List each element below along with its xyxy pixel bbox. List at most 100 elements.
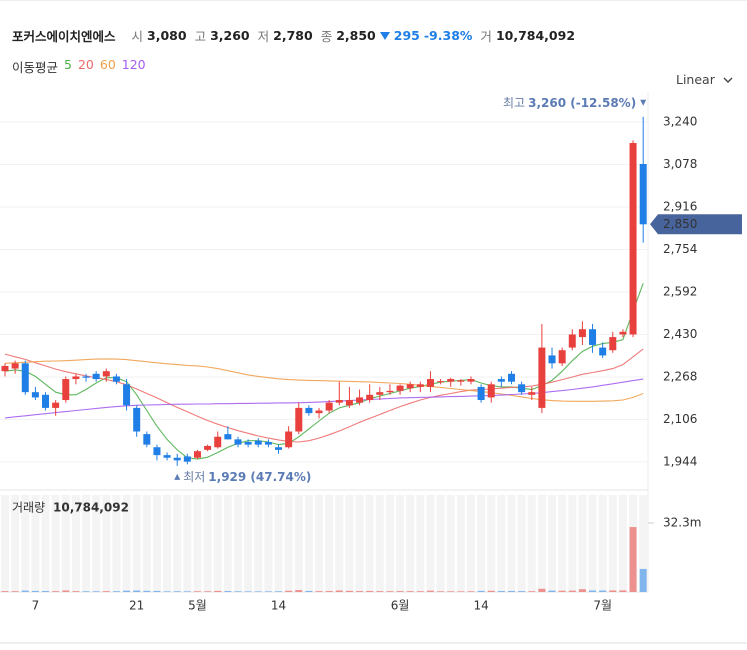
down-arrow bbox=[379, 32, 390, 40]
candle-body bbox=[52, 402, 60, 408]
volume-slot bbox=[598, 495, 607, 592]
candle-body bbox=[538, 347, 546, 408]
x-tick-label: 7 bbox=[32, 599, 40, 613]
volume-slot bbox=[497, 495, 506, 592]
volume-slot bbox=[578, 495, 587, 592]
candle-body bbox=[467, 379, 475, 382]
candle-body bbox=[376, 392, 384, 395]
candle-body bbox=[295, 407, 303, 432]
volume-bar bbox=[193, 591, 201, 592]
candle-body bbox=[487, 384, 495, 398]
low-label: 저 bbox=[257, 29, 270, 44]
volume-bar bbox=[619, 590, 627, 592]
volume-slot bbox=[304, 495, 313, 592]
volume-slot bbox=[375, 495, 384, 592]
ma-line bbox=[4, 348, 644, 443]
volume-bar bbox=[589, 590, 597, 592]
volume-slot bbox=[82, 495, 91, 592]
volume-bar bbox=[386, 591, 394, 592]
volume-slot bbox=[466, 495, 475, 592]
volume-bar bbox=[305, 590, 313, 592]
candle-body bbox=[62, 379, 70, 401]
volume-slot bbox=[335, 495, 344, 592]
candle-body bbox=[275, 447, 283, 450]
price-tag-label: 2,850 bbox=[663, 217, 697, 231]
volume-bar bbox=[153, 590, 161, 592]
volume-bar bbox=[548, 590, 556, 592]
high-annotation-value: 3,260 (-12.58%) bbox=[528, 95, 636, 109]
candle-body bbox=[204, 445, 212, 450]
volume-bar bbox=[31, 590, 39, 592]
volume-slot bbox=[568, 495, 577, 592]
candle-body bbox=[396, 385, 404, 391]
volume-slot bbox=[588, 495, 597, 592]
volume-bar bbox=[568, 590, 576, 592]
volume-bar bbox=[315, 591, 323, 592]
ma-label: 이동평균 bbox=[12, 60, 59, 75]
scale-label[interactable]: Linear bbox=[676, 72, 715, 87]
candle-body bbox=[497, 379, 505, 382]
volume-bar bbox=[497, 591, 505, 592]
volume-bar bbox=[487, 590, 495, 592]
volume-slot bbox=[193, 495, 202, 592]
volume-slot bbox=[11, 495, 20, 592]
volume-slot bbox=[203, 495, 212, 592]
volume-bar bbox=[629, 527, 637, 592]
volume-slot bbox=[517, 495, 526, 592]
volume-bar bbox=[1, 591, 9, 592]
candle-body bbox=[82, 376, 90, 378]
low-annotation-value: 1,929 (47.74%) bbox=[208, 469, 311, 483]
chevron[interactable] bbox=[723, 77, 733, 83]
volume-slot bbox=[396, 495, 405, 592]
scale-dropdown[interactable]: Linear bbox=[676, 72, 733, 87]
volume-slot bbox=[112, 495, 121, 592]
volume-bar bbox=[183, 591, 191, 592]
volume-bar bbox=[416, 591, 424, 592]
volume-bar bbox=[406, 591, 414, 592]
volume-bar bbox=[11, 591, 19, 592]
volume-slot bbox=[477, 495, 486, 592]
candle-body bbox=[345, 400, 353, 406]
volume-bar bbox=[143, 590, 151, 592]
volume-slot bbox=[436, 495, 445, 592]
volume-title-value: 10,784,092 bbox=[53, 501, 129, 515]
volume-bar bbox=[52, 591, 60, 592]
volume-slot bbox=[41, 495, 50, 592]
candle-body bbox=[305, 407, 313, 414]
volume-bar bbox=[609, 590, 617, 592]
candle-body bbox=[143, 434, 151, 445]
candle-body bbox=[153, 447, 161, 456]
volume-bar bbox=[62, 590, 70, 592]
high-annotation: 최고 3,260 (-12.58%) bbox=[503, 95, 636, 109]
candle-body bbox=[426, 379, 434, 387]
volume-slot bbox=[548, 495, 557, 592]
volume-bar bbox=[224, 591, 232, 592]
volume-slot bbox=[365, 495, 374, 592]
high-value: 3,260 bbox=[210, 28, 250, 43]
volume-slot bbox=[223, 495, 232, 592]
volume-bar bbox=[254, 591, 262, 592]
volume-slot bbox=[173, 495, 182, 592]
ma-legend: 이동평균 5 20 60 120 bbox=[12, 57, 146, 76]
y-tick-label: 2,268 bbox=[663, 369, 697, 383]
volume-bar bbox=[599, 590, 607, 592]
volume-bar bbox=[396, 591, 404, 592]
volume-value: 10,784,092 bbox=[495, 28, 576, 43]
volume-slot bbox=[71, 495, 80, 592]
volume-bar bbox=[578, 589, 586, 592]
volume-bar bbox=[376, 591, 384, 592]
candle-body bbox=[31, 392, 39, 398]
volume-bar bbox=[112, 591, 120, 592]
change-pct: -9.38% bbox=[423, 28, 473, 43]
volume-slot bbox=[446, 495, 455, 592]
close-value: 2,850 bbox=[336, 28, 376, 43]
volume-slot bbox=[315, 495, 324, 592]
candle-body bbox=[457, 380, 465, 382]
volume-slot bbox=[102, 495, 111, 592]
candle-body bbox=[406, 384, 414, 389]
high-marker bbox=[640, 99, 647, 106]
candle-body bbox=[356, 397, 364, 403]
high-label: 고 bbox=[194, 29, 207, 44]
candle-body bbox=[254, 440, 262, 445]
